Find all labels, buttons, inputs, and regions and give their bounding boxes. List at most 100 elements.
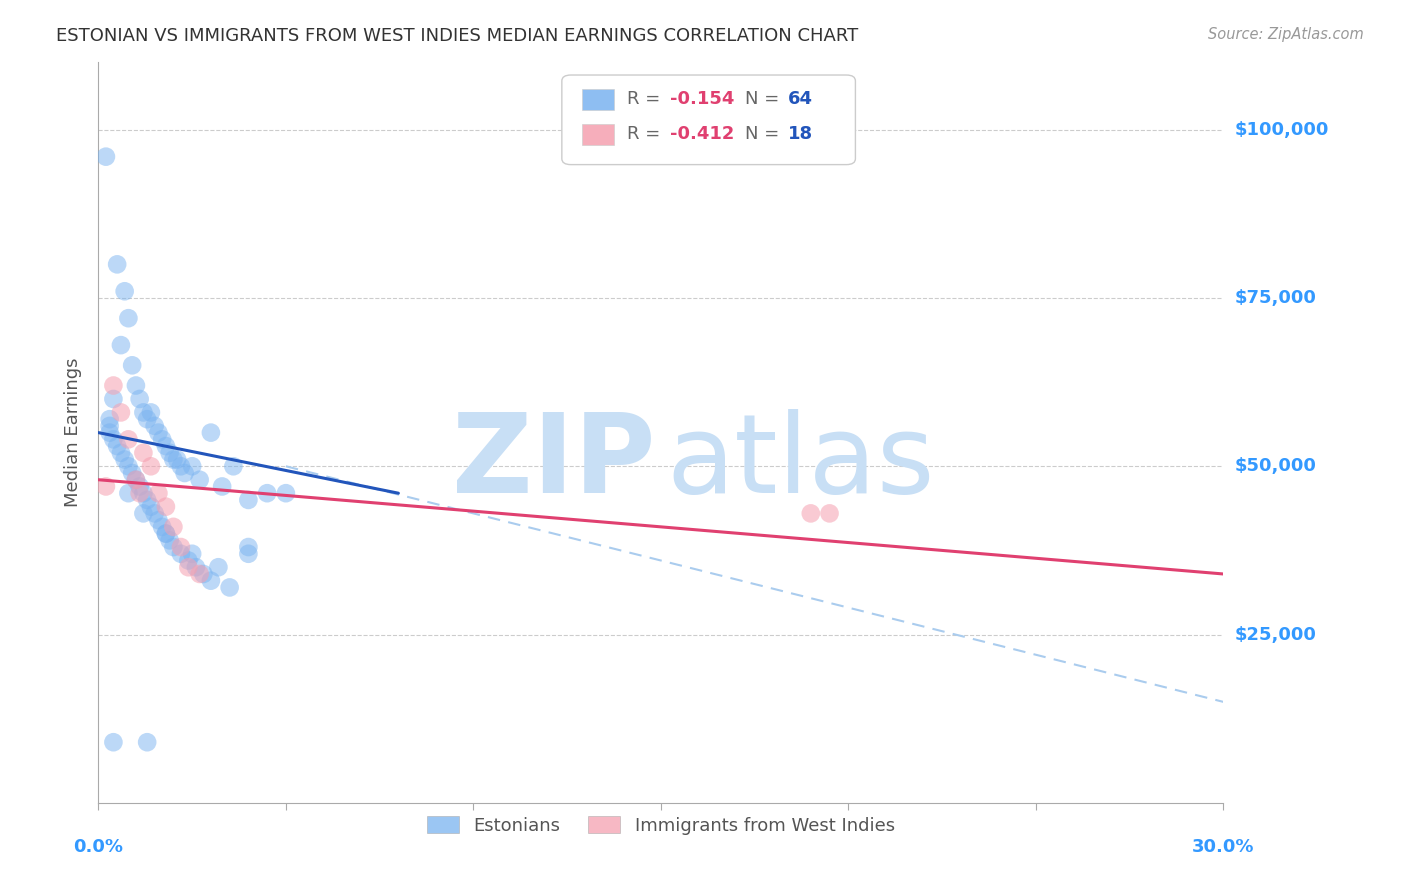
Point — [1286, 553, 1309, 567]
FancyBboxPatch shape — [582, 89, 613, 110]
Point — [177, 560, 200, 574]
Point — [222, 459, 245, 474]
Text: atlas: atlas — [666, 409, 935, 516]
Point — [128, 486, 150, 500]
Point — [181, 547, 204, 561]
Text: $75,000: $75,000 — [1234, 289, 1316, 307]
Point — [211, 479, 233, 493]
Text: $100,000: $100,000 — [1234, 120, 1329, 139]
Point — [136, 412, 159, 426]
Point — [139, 500, 162, 514]
Text: 18: 18 — [787, 125, 813, 144]
Point — [114, 452, 136, 467]
Point — [125, 473, 148, 487]
Point — [155, 526, 177, 541]
Point — [132, 486, 155, 500]
Point — [117, 433, 139, 447]
Point — [94, 150, 117, 164]
Point — [148, 513, 170, 527]
Y-axis label: Median Earnings: Median Earnings — [65, 358, 83, 508]
Point — [125, 378, 148, 392]
Point — [136, 735, 159, 749]
Text: R =: R = — [627, 125, 666, 144]
Text: 0.0%: 0.0% — [73, 838, 124, 855]
Point — [155, 439, 177, 453]
Point — [188, 566, 211, 581]
Point — [128, 392, 150, 406]
Point — [98, 412, 121, 426]
Text: Source: ZipAtlas.com: Source: ZipAtlas.com — [1208, 27, 1364, 42]
Point — [117, 459, 139, 474]
Point — [162, 540, 184, 554]
Point — [136, 492, 159, 507]
Legend: Estonians, Immigrants from West Indies: Estonians, Immigrants from West Indies — [419, 809, 903, 842]
Point — [103, 378, 125, 392]
FancyBboxPatch shape — [562, 75, 855, 165]
Point — [162, 520, 184, 534]
Point — [98, 418, 121, 433]
Point — [238, 492, 260, 507]
Point — [110, 405, 132, 419]
Point — [238, 547, 260, 561]
Text: N =: N = — [745, 90, 785, 109]
Point — [207, 560, 229, 574]
Point — [200, 425, 222, 440]
Point — [103, 735, 125, 749]
Point — [148, 425, 170, 440]
Point — [132, 446, 155, 460]
Point — [184, 560, 207, 574]
Point — [117, 311, 139, 326]
Point — [155, 500, 177, 514]
Point — [148, 486, 170, 500]
Text: N =: N = — [745, 125, 785, 144]
Point — [94, 479, 117, 493]
Point — [818, 507, 841, 521]
Point — [128, 479, 150, 493]
Point — [218, 581, 240, 595]
Point — [200, 574, 222, 588]
Point — [98, 425, 121, 440]
Point — [173, 466, 195, 480]
Point — [177, 553, 200, 567]
Point — [193, 566, 215, 581]
Point — [170, 547, 193, 561]
Point — [143, 507, 166, 521]
Text: $25,000: $25,000 — [1234, 625, 1316, 643]
Point — [139, 459, 162, 474]
Text: ESTONIAN VS IMMIGRANTS FROM WEST INDIES MEDIAN EARNINGS CORRELATION CHART: ESTONIAN VS IMMIGRANTS FROM WEST INDIES … — [56, 27, 859, 45]
Text: ZIP: ZIP — [451, 409, 655, 516]
Text: 64: 64 — [787, 90, 813, 109]
Point — [150, 433, 173, 447]
Point — [800, 507, 823, 521]
Point — [103, 392, 125, 406]
Point — [103, 433, 125, 447]
Point — [143, 418, 166, 433]
Point — [125, 473, 148, 487]
Point — [105, 257, 128, 271]
Text: 30.0%: 30.0% — [1192, 838, 1254, 855]
Point — [159, 446, 181, 460]
Text: $50,000: $50,000 — [1234, 458, 1316, 475]
Point — [105, 439, 128, 453]
Point — [155, 526, 177, 541]
Point — [121, 359, 143, 373]
Point — [150, 520, 173, 534]
Point — [132, 405, 155, 419]
Point — [166, 452, 188, 467]
Point — [117, 486, 139, 500]
FancyBboxPatch shape — [582, 124, 613, 145]
Point — [170, 540, 193, 554]
Point — [110, 446, 132, 460]
Text: -0.412: -0.412 — [669, 125, 734, 144]
Text: R =: R = — [627, 90, 666, 109]
Point — [274, 486, 297, 500]
Point — [170, 459, 193, 474]
Point — [238, 540, 260, 554]
Point — [139, 405, 162, 419]
Point — [181, 459, 204, 474]
Point — [188, 473, 211, 487]
Point — [162, 452, 184, 467]
Point — [132, 507, 155, 521]
Point — [114, 285, 136, 299]
Point — [159, 533, 181, 548]
